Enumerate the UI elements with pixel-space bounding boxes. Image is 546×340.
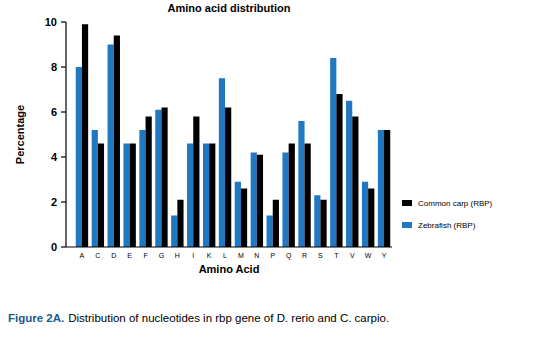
bar: [330, 58, 336, 247]
y-axis: [65, 22, 66, 247]
bar: [171, 216, 177, 248]
bar: [378, 130, 384, 247]
legend-label: Common carp (RBP): [418, 199, 493, 208]
x-tick-label: T: [334, 252, 339, 259]
y-tick: [61, 156, 66, 157]
x-tick-label: W: [365, 252, 372, 259]
bar: [298, 121, 304, 247]
bar: [267, 216, 273, 248]
y-tick-label: 2: [51, 196, 57, 208]
y-tick: [61, 201, 66, 202]
bar: [368, 189, 374, 248]
x-tick-label: N: [254, 252, 259, 259]
bar: [251, 153, 257, 248]
x-tick-label: V: [350, 252, 355, 259]
bar: [362, 182, 368, 247]
caption-text: Distribution of nucleotides in rbp gene …: [68, 312, 389, 324]
y-axis-label: Percentage: [14, 105, 26, 164]
bar: [123, 144, 129, 248]
y-tick-label: 6: [51, 106, 57, 118]
x-tick-label: C: [95, 252, 100, 259]
legend-swatch: [402, 200, 412, 206]
x-axis: [66, 246, 392, 247]
x-tick-label: H: [175, 252, 180, 259]
bar: [219, 78, 225, 247]
bar: [257, 155, 263, 247]
y-tick-label: 10: [45, 16, 57, 28]
y-tick-label: 4: [51, 151, 58, 163]
x-tick-label: A: [80, 252, 85, 259]
y-tick-label: 8: [51, 61, 57, 73]
legend-label: Zebrafish (RBP): [418, 221, 476, 230]
x-tick-label: D: [111, 252, 116, 259]
x-tick-label: L: [223, 252, 227, 259]
bar: [193, 117, 199, 248]
bar: [352, 117, 358, 248]
bar: [384, 130, 390, 247]
bar: [161, 108, 167, 248]
chart: Amino acid distribution 0 2 4 6 8 10 A C D E F G H I K L…: [0, 0, 546, 340]
bar: [130, 144, 136, 248]
x-tick-label: Y: [382, 252, 387, 259]
bar: [82, 24, 88, 247]
bar: [114, 36, 120, 248]
bar: [320, 200, 326, 247]
x-tick-label: Q: [286, 252, 292, 260]
bar: [139, 130, 145, 247]
y-tick: [61, 246, 66, 247]
caption-label: Figure 2A.: [8, 312, 64, 324]
bar: [241, 189, 247, 248]
bar: [108, 45, 114, 248]
bar: [336, 94, 342, 247]
bar: [225, 108, 231, 248]
x-tick-label: I: [192, 252, 194, 259]
bar: [305, 144, 311, 248]
x-tick-label: G: [159, 252, 164, 259]
bar: [314, 195, 320, 247]
x-tick-label: E: [127, 252, 132, 259]
x-tick-label: K: [207, 252, 212, 259]
y-tick-label: 0: [51, 241, 57, 253]
y-tick: [61, 111, 66, 112]
bar: [203, 144, 209, 248]
x-axis-label: Amino Acid: [199, 263, 260, 275]
bar: [76, 67, 82, 247]
bar: [235, 182, 241, 247]
bar: [187, 144, 193, 248]
bar: [177, 200, 183, 247]
bar: [346, 101, 352, 247]
bar: [92, 130, 98, 247]
bar: [155, 110, 161, 247]
x-tick-label: M: [238, 252, 244, 259]
caption: Figure 2A. Distribution of nucleotides in…: [8, 312, 389, 324]
bar: [289, 144, 295, 248]
legend-swatch: [402, 222, 412, 228]
bar: [282, 153, 288, 248]
title: Amino acid distribution: [168, 2, 291, 14]
bars: [76, 24, 391, 247]
x-tick-label: P: [270, 252, 275, 259]
bar: [273, 200, 279, 247]
x-tick-label: F: [143, 252, 147, 259]
bar: [209, 144, 215, 248]
x-tick-label: S: [318, 252, 323, 259]
bar: [146, 117, 152, 248]
y-tick: [61, 66, 66, 67]
y-tick: [61, 21, 66, 22]
bar: [98, 144, 104, 248]
x-tick-label: R: [302, 252, 307, 259]
